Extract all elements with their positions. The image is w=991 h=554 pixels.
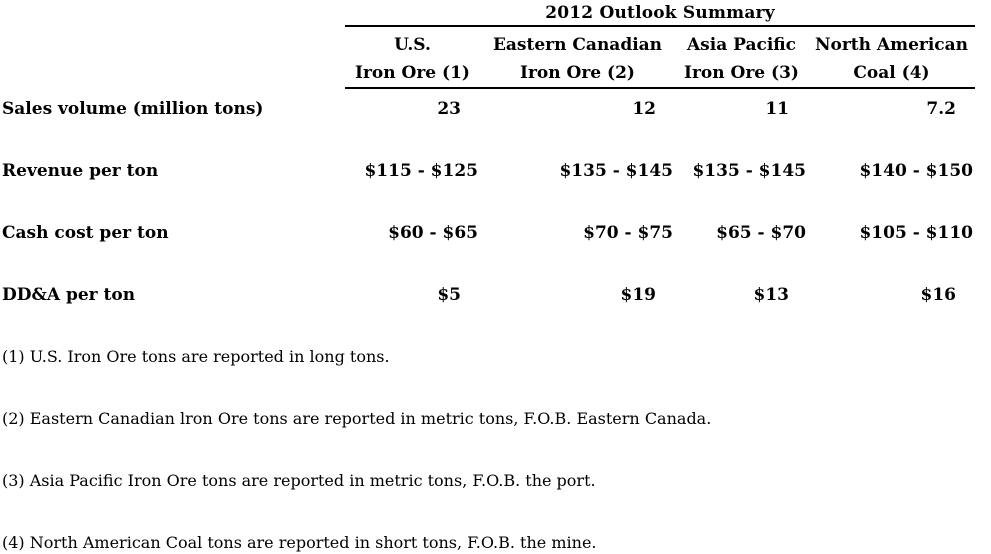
row-label-sales-volume: Sales volume (million tons) xyxy=(2,99,264,119)
cell-sales-volume-us-iron-ore: 23 xyxy=(437,99,461,119)
header-row-spacer xyxy=(0,27,345,89)
row-label-revenue-per-ton: Revenue per ton xyxy=(2,161,159,181)
footnote-3: (3) Asia Pacific Iron Ore tons are repor… xyxy=(2,471,596,490)
cell-sales-volume-north-american-coal: 7.2 xyxy=(926,99,956,119)
cell-dda-us-iron-ore: $5 xyxy=(437,285,461,305)
column-header-line1: North American xyxy=(814,35,969,55)
column-header-line2: Coal (4) xyxy=(853,63,930,83)
row-label-cash-cost-per-ton: Cash cost per ton xyxy=(2,223,169,243)
column-header-line1: U.S. xyxy=(394,35,431,55)
cell-revenue-north-american-coal: $140 - $150 xyxy=(859,161,973,181)
column-header-us-iron-ore: U.S. Iron Ore (1) xyxy=(345,27,480,89)
cell-revenue-eastern-canadian: $135 - $145 xyxy=(559,161,673,181)
cell-sales-volume-asia-pacific: 11 xyxy=(765,99,789,119)
column-header-north-american-coal: North American Coal (4) xyxy=(808,27,975,89)
cell-cash-cost-north-american-coal: $105 - $110 xyxy=(859,223,973,243)
column-header-line2: Iron Ore (2) xyxy=(520,63,635,83)
column-header-eastern-canadian-iron-ore: Eastern Canadian Iron Ore (2) xyxy=(480,27,675,89)
table-corner-spacer xyxy=(0,0,345,27)
row-label-dda-per-ton: DD&A per ton xyxy=(2,285,136,305)
footnotes-section: (1) U.S. Iron Ore tons are reported in l… xyxy=(0,347,991,553)
cell-dda-asia-pacific: $13 xyxy=(753,285,790,305)
outlook-summary-table: 2012 Outlook Summary U.S. Iron Ore (1) E… xyxy=(0,0,975,305)
column-header-line2: Iron Ore (3) xyxy=(684,63,799,83)
column-header-line1: Asia Pacific xyxy=(686,35,796,55)
cell-dda-eastern-canadian: $19 xyxy=(620,285,657,305)
table-title: 2012 Outlook Summary xyxy=(345,0,975,27)
cell-cash-cost-eastern-canadian: $70 - $75 xyxy=(583,223,673,243)
cell-sales-volume-eastern-canadian: 12 xyxy=(632,99,656,119)
cell-revenue-asia-pacific: $135 - $145 xyxy=(692,161,806,181)
footnote-1: (1) U.S. Iron Ore tons are reported in l… xyxy=(2,347,390,366)
column-header-asia-pacific-iron-ore: Asia Pacific Iron Ore (3) xyxy=(675,27,808,89)
footnote-4: (4) North American Coal tons are reporte… xyxy=(2,533,597,552)
cell-dda-north-american-coal: $16 xyxy=(920,285,957,305)
column-header-line1: Eastern Canadian xyxy=(492,35,663,55)
footnote-2: (2) Eastern Canadian lron Ore tons are r… xyxy=(2,409,712,428)
cell-revenue-us-iron-ore: $115 - $125 xyxy=(364,161,478,181)
column-header-line2: Iron Ore (1) xyxy=(355,63,470,83)
cell-cash-cost-us-iron-ore: $60 - $65 xyxy=(388,223,478,243)
cell-cash-cost-asia-pacific: $65 - $70 xyxy=(716,223,806,243)
